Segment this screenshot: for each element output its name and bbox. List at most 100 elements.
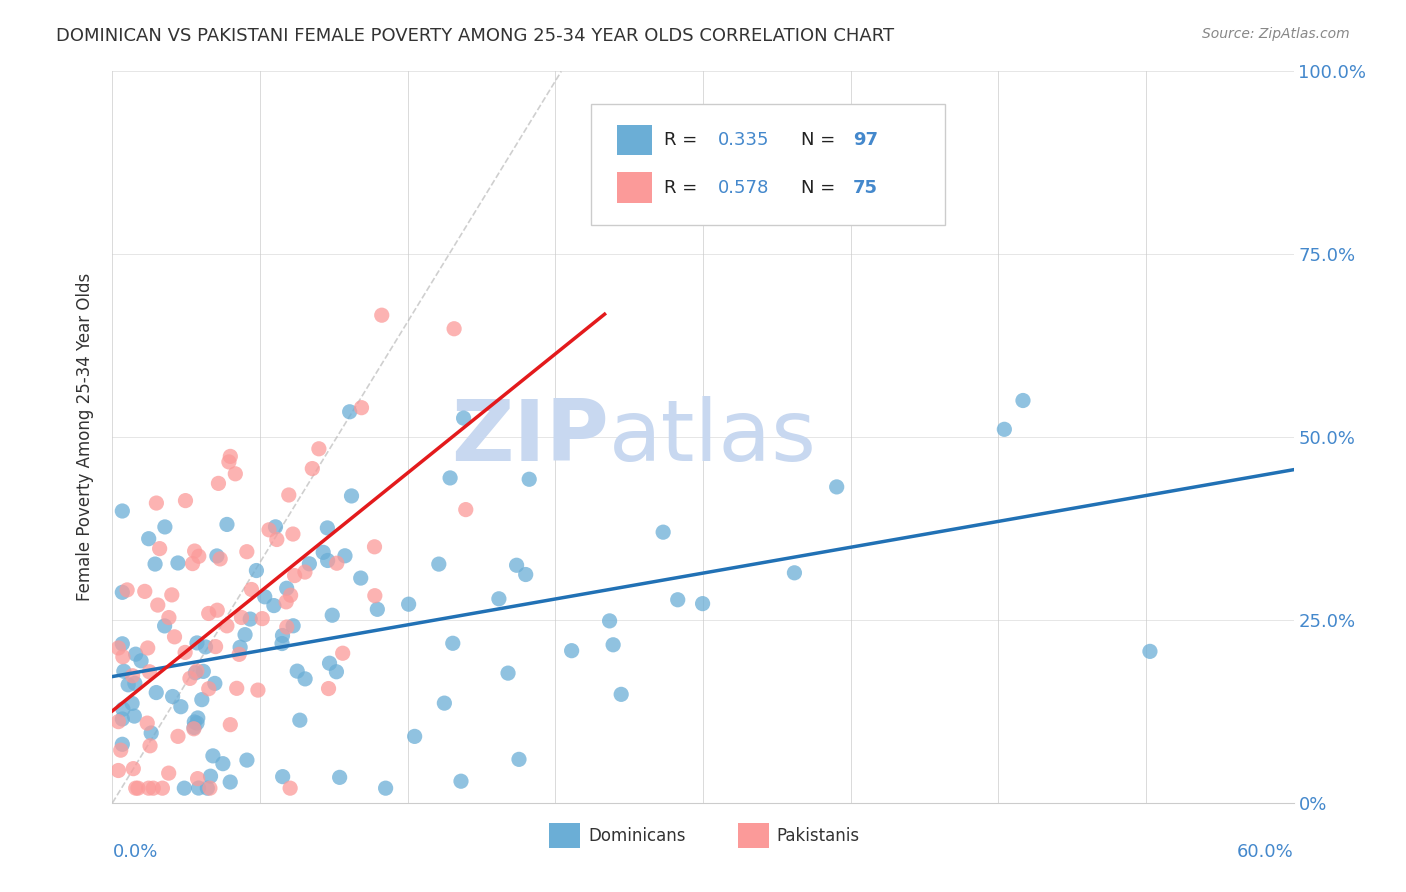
Point bbox=[692, 597, 714, 611]
Point bbox=[294, 565, 316, 579]
Point bbox=[187, 711, 209, 725]
Point bbox=[1139, 644, 1161, 658]
Point bbox=[198, 781, 221, 796]
Text: 75: 75 bbox=[853, 178, 877, 196]
Point bbox=[281, 527, 304, 541]
Point bbox=[215, 619, 238, 633]
Point bbox=[602, 638, 624, 652]
Text: 97: 97 bbox=[853, 131, 877, 149]
Point bbox=[515, 567, 537, 582]
Point bbox=[239, 612, 262, 626]
Point bbox=[433, 696, 456, 710]
Point bbox=[160, 588, 183, 602]
Point bbox=[225, 681, 247, 696]
Point bbox=[277, 488, 299, 502]
Point bbox=[111, 737, 134, 751]
Point bbox=[149, 541, 172, 556]
Point bbox=[209, 552, 232, 566]
Point bbox=[111, 585, 134, 599]
Point bbox=[138, 781, 160, 796]
Point bbox=[340, 489, 363, 503]
Point bbox=[666, 592, 689, 607]
Point bbox=[443, 322, 465, 336]
Point bbox=[183, 544, 205, 558]
Point bbox=[138, 532, 160, 546]
Point bbox=[276, 620, 298, 634]
Text: N =: N = bbox=[801, 178, 841, 196]
Point bbox=[228, 648, 250, 662]
Point bbox=[183, 722, 205, 736]
Point bbox=[186, 664, 208, 678]
Point bbox=[115, 582, 138, 597]
Point bbox=[215, 517, 238, 532]
Point bbox=[450, 774, 472, 789]
Point bbox=[167, 556, 190, 570]
Point bbox=[271, 770, 294, 784]
Text: Pakistanis: Pakistanis bbox=[776, 827, 859, 845]
Point bbox=[207, 603, 229, 617]
Point bbox=[318, 657, 340, 671]
Text: 0.0%: 0.0% bbox=[112, 843, 157, 861]
Point bbox=[153, 619, 176, 633]
FancyBboxPatch shape bbox=[591, 104, 945, 225]
Point bbox=[163, 630, 186, 644]
Point bbox=[125, 781, 148, 796]
Point bbox=[205, 549, 228, 563]
Point bbox=[371, 308, 394, 322]
Point bbox=[107, 640, 129, 655]
Point bbox=[350, 401, 373, 415]
Point bbox=[374, 781, 396, 796]
Point bbox=[993, 422, 1015, 436]
Point bbox=[112, 665, 135, 679]
Point bbox=[229, 640, 252, 655]
Point bbox=[308, 442, 330, 456]
Text: 60.0%: 60.0% bbox=[1237, 843, 1294, 861]
Point bbox=[204, 676, 226, 690]
Point bbox=[266, 533, 288, 547]
Point bbox=[142, 781, 165, 796]
Point bbox=[652, 525, 675, 540]
Point bbox=[333, 549, 356, 563]
Point bbox=[107, 714, 129, 729]
Text: N =: N = bbox=[801, 131, 841, 149]
Point bbox=[281, 619, 304, 633]
Point bbox=[240, 582, 263, 597]
Point bbox=[170, 699, 193, 714]
Point bbox=[263, 599, 285, 613]
Point bbox=[326, 556, 349, 570]
Point bbox=[152, 781, 174, 796]
Point bbox=[124, 676, 146, 690]
Point bbox=[194, 640, 217, 654]
Point bbox=[204, 640, 226, 654]
Point bbox=[184, 665, 207, 680]
Point bbox=[288, 713, 311, 727]
Point bbox=[124, 709, 146, 723]
Point bbox=[111, 702, 134, 716]
Point bbox=[398, 597, 420, 611]
Point bbox=[339, 405, 361, 419]
Point bbox=[561, 643, 583, 657]
Point bbox=[219, 450, 242, 464]
Point bbox=[508, 752, 530, 766]
Point bbox=[284, 568, 307, 582]
Point bbox=[294, 672, 316, 686]
Point bbox=[316, 553, 339, 567]
Point bbox=[488, 591, 510, 606]
Point bbox=[186, 716, 208, 731]
Point bbox=[212, 756, 235, 771]
Point bbox=[157, 610, 180, 624]
Point bbox=[107, 764, 129, 778]
Point bbox=[207, 476, 229, 491]
Point bbox=[174, 493, 197, 508]
Point bbox=[201, 748, 224, 763]
Point bbox=[453, 411, 475, 425]
Point bbox=[245, 564, 267, 578]
Point bbox=[191, 692, 214, 706]
Point bbox=[122, 762, 145, 776]
Point bbox=[246, 683, 269, 698]
Point bbox=[278, 781, 301, 796]
Point bbox=[312, 545, 335, 559]
Text: 0.578: 0.578 bbox=[718, 178, 769, 196]
Point bbox=[162, 690, 184, 704]
Point bbox=[505, 558, 527, 573]
